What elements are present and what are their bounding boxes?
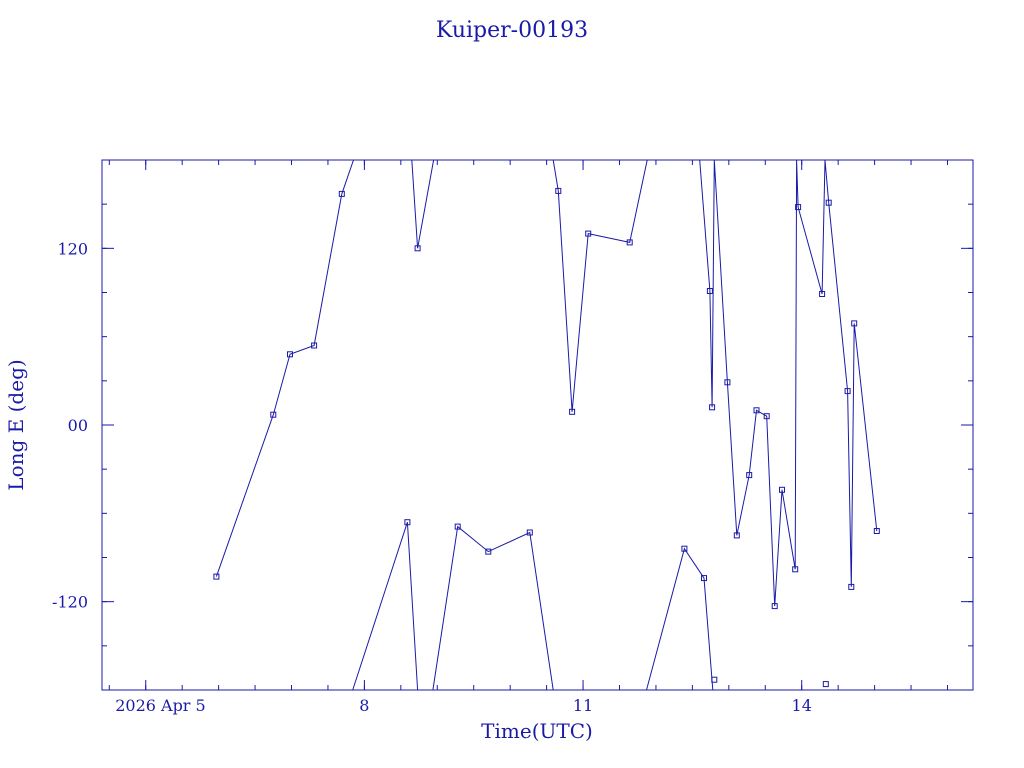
data-point xyxy=(873,528,880,534)
x-tick-label: 8 xyxy=(359,696,369,715)
data-point xyxy=(771,603,778,610)
data-point xyxy=(746,472,753,479)
data-point xyxy=(733,532,740,539)
data-point xyxy=(822,681,829,688)
data-point xyxy=(585,230,592,237)
y-axis-label: Long E (deg) xyxy=(4,359,28,490)
data-point xyxy=(681,545,688,552)
data-point xyxy=(851,320,858,327)
tick-labels: 2026 Apr 5 8 11 14 120 00 -120 xyxy=(52,239,812,715)
data-point xyxy=(454,523,461,530)
data-point xyxy=(287,351,293,358)
data-point xyxy=(270,411,277,418)
data-point xyxy=(626,239,633,246)
data-point xyxy=(763,413,770,420)
data-point xyxy=(724,379,731,386)
data-point xyxy=(555,187,562,194)
y-tick-label: 120 xyxy=(57,239,88,258)
data-point xyxy=(706,288,713,294)
data-point xyxy=(711,676,718,683)
data-point xyxy=(848,583,855,590)
plot-frame xyxy=(101,159,974,691)
data-point xyxy=(569,408,576,415)
x-tick-label: 2026 Apr 5 xyxy=(115,696,206,715)
chart-title: Kuiper-00193 xyxy=(436,18,588,43)
axis-ticks xyxy=(102,159,973,691)
series-line-2 xyxy=(352,522,714,691)
x-tick-label: 14 xyxy=(792,696,812,715)
series-line-1 xyxy=(215,159,878,607)
data-point xyxy=(709,404,716,411)
series-group xyxy=(213,159,880,691)
data-point xyxy=(792,566,799,573)
x-tick-label: 11 xyxy=(573,696,593,715)
data-point xyxy=(213,573,220,580)
data-point xyxy=(485,548,492,555)
data-point xyxy=(779,486,785,493)
data-point xyxy=(819,291,826,297)
y-tick-label: 00 xyxy=(68,416,88,435)
data-point xyxy=(825,199,832,206)
data-point xyxy=(526,529,533,536)
data-point xyxy=(795,204,802,211)
data-point xyxy=(311,342,318,349)
data-point xyxy=(844,388,851,395)
data-point xyxy=(701,575,707,582)
data-point xyxy=(404,519,411,526)
data-point xyxy=(753,407,760,414)
data-point xyxy=(338,190,345,197)
x-axis-label: Time(UTC) xyxy=(481,719,593,743)
y-tick-label: -120 xyxy=(52,593,88,612)
data-point xyxy=(414,245,421,252)
